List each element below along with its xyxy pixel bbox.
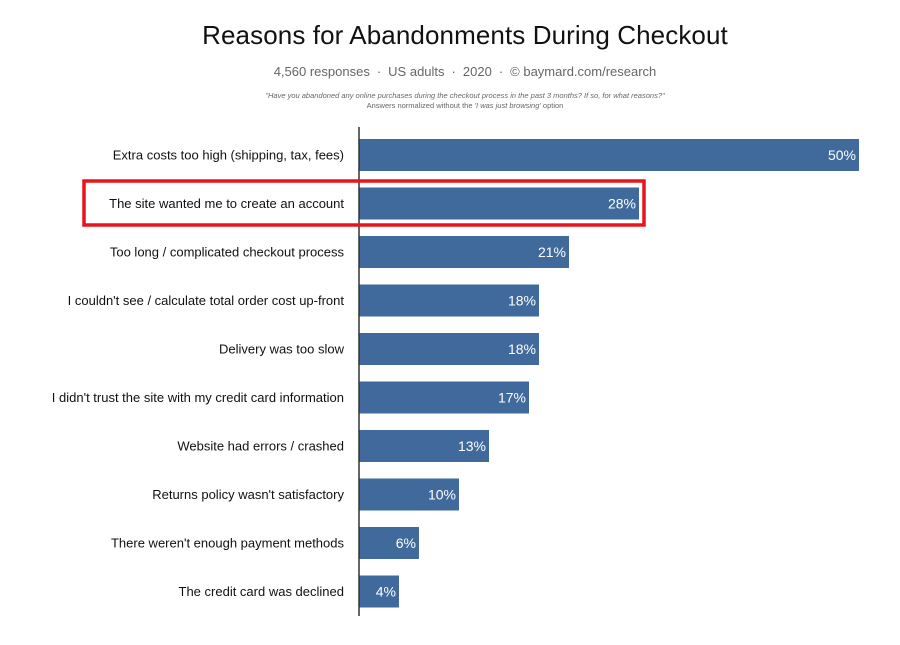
note-italic: 'I was just browsing' (474, 101, 541, 110)
value-label: 21% (538, 244, 566, 260)
value-label: 6% (396, 535, 416, 551)
bar (359, 527, 419, 559)
subtitle-separator: · (451, 64, 456, 79)
subtitle-separator: · (498, 64, 504, 79)
note-suffix: option (540, 101, 564, 110)
value-label: 17% (498, 390, 526, 406)
subtitle-separator: · (376, 64, 382, 79)
survey-note: Answers normalized without the 'I was ju… (0, 101, 900, 110)
bar (359, 333, 539, 365)
category-label: I didn't trust the site with my credit c… (52, 390, 344, 405)
bar (359, 478, 459, 511)
highlight-box (82, 179, 646, 227)
bar (359, 575, 399, 608)
value-label: 28% (608, 196, 636, 212)
bar (359, 284, 539, 317)
chart-title: Reasons for Abandonments During Checkout (202, 20, 728, 50)
value-label: 4% (376, 584, 396, 600)
category-label: Extra costs too high (shipping, tax, fee… (113, 148, 344, 163)
category-label: Delivery was too slow (219, 342, 345, 357)
subtitle-year: 2020 (462, 64, 492, 79)
value-label: 13% (458, 438, 486, 454)
bar (359, 381, 529, 414)
category-label: I couldn't see / calculate total order c… (68, 293, 345, 308)
value-label: 18% (508, 341, 536, 357)
category-label: Too long / complicated checkout process (110, 245, 345, 260)
chart-subtitle: 4,560 responses · US adults · 2020 · © baymard… (0, 64, 900, 79)
bar (359, 139, 859, 171)
note-prefix: Answers normalized without the (366, 101, 475, 110)
bar (359, 187, 639, 220)
value-label: 50% (828, 147, 856, 163)
category-label: There weren't enough payment methods (111, 536, 345, 551)
subtitle-audience: US adults (388, 64, 445, 79)
survey-question: "Have you abandoned any online purchases… (265, 91, 665, 100)
value-label: 18% (508, 293, 536, 309)
value-label: 10% (428, 487, 456, 503)
bar (359, 430, 489, 462)
subtitle-responses: 4,560 responses (273, 64, 370, 79)
category-label: Returns policy wasn't satisfactory (152, 487, 344, 502)
category-label: The site wanted me to create an account (109, 196, 344, 211)
bar (359, 236, 569, 268)
subtitle-source: © baymard.com/research (510, 64, 657, 79)
category-label: The credit card was declined (179, 584, 344, 599)
category-label: Website had errors / crashed (177, 439, 344, 454)
